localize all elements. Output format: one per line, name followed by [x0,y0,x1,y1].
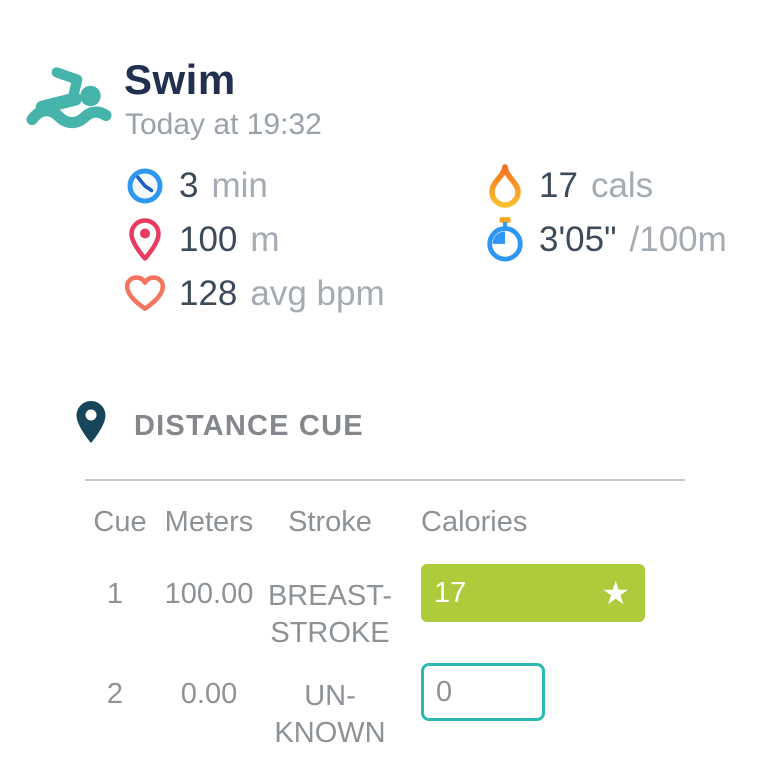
table-row-2-calories-input[interactable] [421,663,545,721]
distance-cue-pin-icon [76,401,106,443]
divider [85,479,685,481]
stat-value: 3 [179,166,199,205]
table-row-1-stroke: BREAST- STROKE [258,578,402,652]
stat-unit: /100m [629,220,727,259]
stroke-line: KNOWN [274,717,386,749]
stat-pace: 3'05" /100m [484,216,727,264]
stat-duration: 3 min [124,162,268,210]
column-header-stroke: Stroke [288,506,372,538]
column-header-cue: Cue [93,506,147,538]
section-title: DISTANCE CUE [134,410,364,442]
stat-value: 3'05" [539,220,617,259]
stroke-line: BREAST- [267,580,393,612]
star-icon[interactable]: ★ [601,575,630,611]
calories-value: 17 [434,576,467,609]
flame-icon [484,162,526,210]
table-row-1-calories-cell[interactable]: 17 ★ [421,564,645,622]
table-row-1-meters: 100.00 [164,578,254,610]
stat-heart-rate: 128 avg bpm [124,270,385,318]
stat-unit: avg bpm [250,274,385,313]
table-row-2-stroke: UN- KNOWN [258,678,402,752]
table-row-2-meters: 0.00 [180,678,238,710]
clock-icon [124,162,166,210]
stat-value: 100 [179,220,238,259]
table-row-2-cue: 2 [106,678,124,710]
swim-icon [26,67,112,129]
stat-distance: 100 m [124,216,280,264]
column-header-meters: Meters [164,506,254,538]
stat-unit: m [250,220,280,259]
stat-value: 17 [539,166,578,205]
stat-value: 128 [179,274,238,313]
stat-unit: min [211,166,268,205]
heart-icon [124,270,166,318]
column-header-calories: Calories [421,506,528,538]
stat-unit: cals [590,166,654,205]
stopwatch-icon [484,216,526,264]
stat-calories: 17 cals [484,162,653,210]
stroke-line: UN- [304,680,356,712]
location-pin-icon [124,216,166,264]
workout-datetime: Today at 19:32 [125,108,322,141]
page-title: Swim [124,56,236,103]
stroke-line: STROKE [270,617,390,649]
table-row-1-cue: 1 [106,578,124,610]
